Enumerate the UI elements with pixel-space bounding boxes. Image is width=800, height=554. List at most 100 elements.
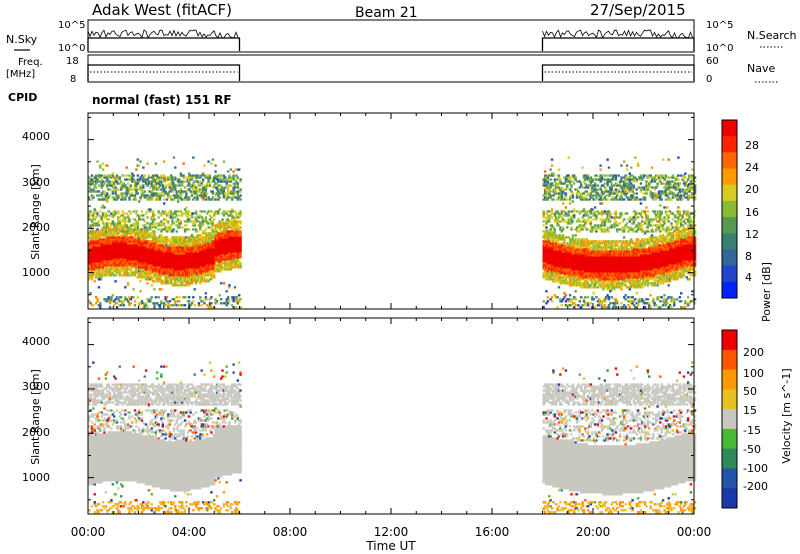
power-cell bbox=[552, 254, 555, 257]
power-cell bbox=[217, 224, 220, 227]
power-cell bbox=[160, 222, 163, 225]
power-cell bbox=[175, 196, 178, 199]
power-cell bbox=[204, 248, 208, 251]
power-cell bbox=[206, 262, 209, 265]
power-cell bbox=[169, 242, 173, 245]
power-cell bbox=[133, 218, 137, 221]
power-cell bbox=[171, 238, 174, 241]
power-cell bbox=[557, 276, 561, 279]
power-cell bbox=[182, 284, 185, 287]
power-cell bbox=[118, 236, 121, 239]
power-cell bbox=[567, 258, 570, 261]
power-cell bbox=[168, 216, 171, 219]
power-cell bbox=[171, 304, 174, 307]
power-cell bbox=[215, 234, 219, 237]
power-cell bbox=[237, 232, 241, 235]
power-cell bbox=[121, 246, 124, 249]
power-cell bbox=[225, 196, 228, 199]
power-cell bbox=[226, 254, 230, 257]
power-cell bbox=[194, 230, 198, 233]
power-cell bbox=[564, 244, 568, 247]
power-cell bbox=[92, 222, 95, 225]
power-cell bbox=[140, 230, 144, 233]
power-cell bbox=[563, 280, 566, 283]
power-cell bbox=[193, 238, 196, 241]
power-cell bbox=[190, 266, 194, 269]
power-cell bbox=[100, 218, 103, 221]
power-cell bbox=[175, 240, 178, 243]
power-cell bbox=[183, 266, 187, 269]
power-cell bbox=[549, 298, 552, 301]
power-cell bbox=[108, 264, 112, 267]
power-cell bbox=[90, 228, 94, 231]
power-cell bbox=[157, 212, 160, 215]
power-cell bbox=[114, 236, 117, 239]
power-cell bbox=[160, 180, 163, 183]
power-cell bbox=[176, 264, 180, 267]
power-cell bbox=[93, 272, 96, 275]
power-cell bbox=[197, 268, 201, 271]
power-cell bbox=[178, 296, 181, 299]
power-cell bbox=[549, 274, 552, 277]
power-cell bbox=[217, 184, 220, 187]
power-cell bbox=[89, 252, 92, 255]
power-cell bbox=[549, 216, 552, 219]
power-cell bbox=[128, 174, 131, 177]
power-cell bbox=[110, 184, 113, 187]
power-cell bbox=[164, 178, 167, 181]
power-cell bbox=[217, 250, 220, 253]
power-cell bbox=[143, 180, 146, 183]
power-cell bbox=[185, 240, 188, 243]
power-cell bbox=[546, 276, 550, 279]
power-cell bbox=[97, 176, 101, 179]
power-cell bbox=[224, 248, 227, 251]
power-cell bbox=[137, 218, 141, 221]
power-cell bbox=[179, 246, 183, 249]
power-cell bbox=[229, 210, 233, 213]
power-cell bbox=[559, 194, 562, 197]
power-cell bbox=[119, 252, 123, 255]
power-cell bbox=[204, 234, 208, 237]
power-cell bbox=[197, 246, 201, 249]
power-cell bbox=[186, 216, 190, 219]
power-cell bbox=[129, 258, 133, 261]
power-cell bbox=[235, 178, 238, 181]
power-cell bbox=[126, 284, 130, 287]
power-cell bbox=[103, 192, 106, 195]
power-cell bbox=[554, 212, 558, 215]
power-cell bbox=[201, 270, 205, 273]
power-cell bbox=[553, 228, 557, 231]
power-cell bbox=[128, 302, 131, 305]
power-cell bbox=[573, 174, 576, 177]
power-cell bbox=[149, 232, 152, 235]
power-cell bbox=[189, 304, 192, 307]
power-cell bbox=[545, 272, 548, 275]
power-cell bbox=[222, 176, 226, 179]
power-cell bbox=[161, 186, 165, 189]
power-cell bbox=[118, 240, 121, 243]
power-cell bbox=[108, 268, 112, 271]
power-cell bbox=[146, 306, 149, 309]
power-cell bbox=[194, 218, 198, 221]
power-cell bbox=[146, 262, 149, 265]
power-cell bbox=[218, 248, 221, 251]
power-cell bbox=[114, 180, 117, 183]
power-cell bbox=[150, 272, 153, 275]
power-cell bbox=[214, 300, 217, 303]
power-cell bbox=[167, 222, 170, 225]
power-cell bbox=[161, 246, 165, 249]
power-cell bbox=[132, 178, 135, 181]
power-cell bbox=[236, 240, 239, 243]
power-cell bbox=[156, 278, 159, 281]
power-cell bbox=[167, 184, 170, 187]
power-cell bbox=[157, 262, 160, 265]
power-cell bbox=[160, 272, 163, 275]
power-cell bbox=[175, 268, 178, 271]
power-cell bbox=[106, 236, 109, 239]
power-cell bbox=[119, 180, 123, 183]
power-cell bbox=[199, 176, 202, 179]
power-cell bbox=[151, 174, 155, 177]
power-cell bbox=[107, 234, 110, 237]
power-cell bbox=[236, 266, 239, 269]
power-cell bbox=[557, 258, 561, 261]
